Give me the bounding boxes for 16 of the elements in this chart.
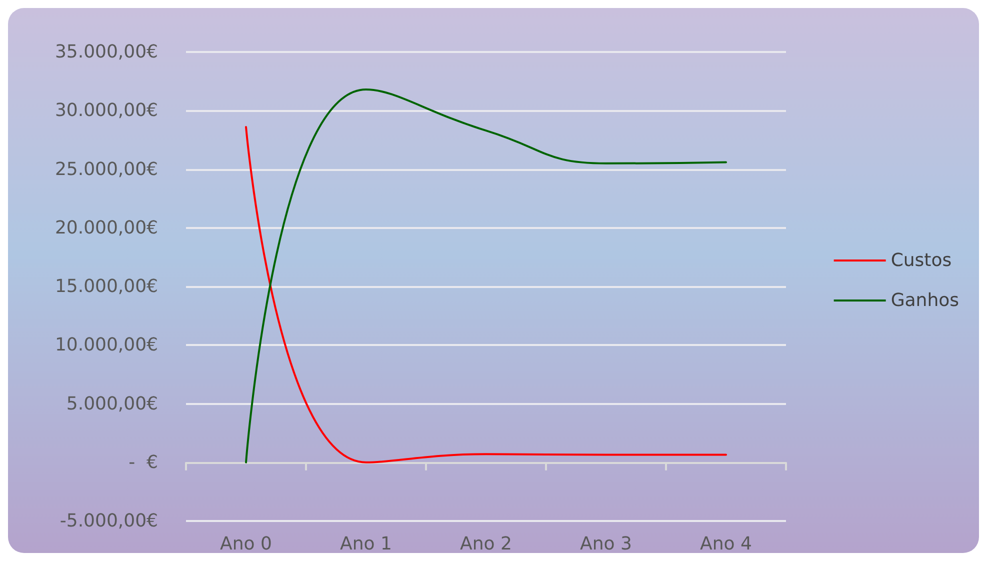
y-tick-label: 30.000,00€ (54, 100, 158, 122)
y-tick-label: 20.000,00€ (54, 217, 158, 238)
y-tick-label: -5.000,00€ (60, 510, 158, 532)
y-tick-label: 35.000,00€ (54, 42, 158, 62)
legend-label: Custos (890, 250, 952, 271)
x-tick-label: Ano 0 (220, 534, 272, 554)
x-tick-label: Ano 4 (700, 534, 752, 554)
y-tick-label: 5.000,00€ (66, 393, 158, 414)
y-tick-label: - € (128, 452, 158, 473)
x-tick-label: Ano 3 (580, 534, 632, 554)
y-tick-label: 10.000,00€ (54, 334, 158, 356)
x-tick-label: Ano 1 (340, 534, 392, 554)
legend-label: Ganhos (890, 290, 959, 311)
y-tick-label: 25.000,00€ (54, 158, 158, 180)
y-tick-label: 15.000,00€ (54, 276, 158, 297)
x-tick-label: Ano 2 (460, 534, 512, 554)
